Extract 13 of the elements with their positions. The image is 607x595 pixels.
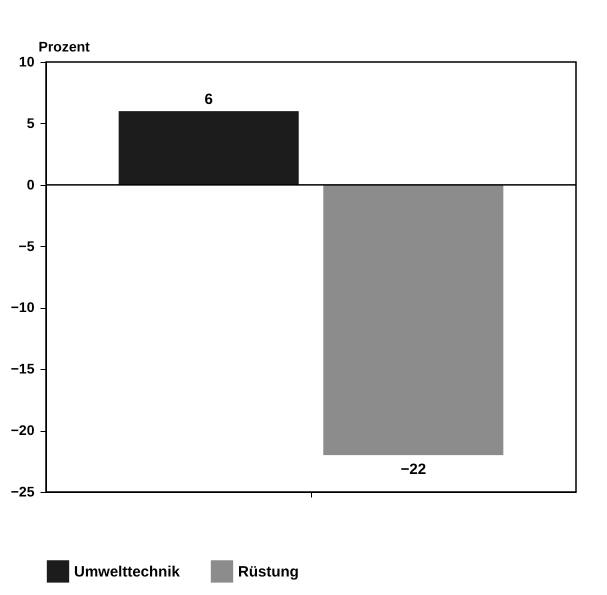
y-tick-label: 0 [26,176,35,192]
legend-label: Umwelttechnik [74,563,181,580]
y-tick-label: −25 [10,484,35,500]
legend-label: Rüstung [238,563,299,580]
data-label: −22 [400,461,426,478]
y-tick-label: 10 [18,54,35,70]
y-tick-label: −20 [10,422,35,438]
y-tick-label: −5 [18,238,35,254]
y-axis-title: Prozent [38,38,90,54]
y-tick-label: −15 [10,360,35,377]
y-tick-label: 5 [26,114,35,131]
y-tick-label: −10 [10,299,35,316]
data-label: 6 [204,91,213,108]
